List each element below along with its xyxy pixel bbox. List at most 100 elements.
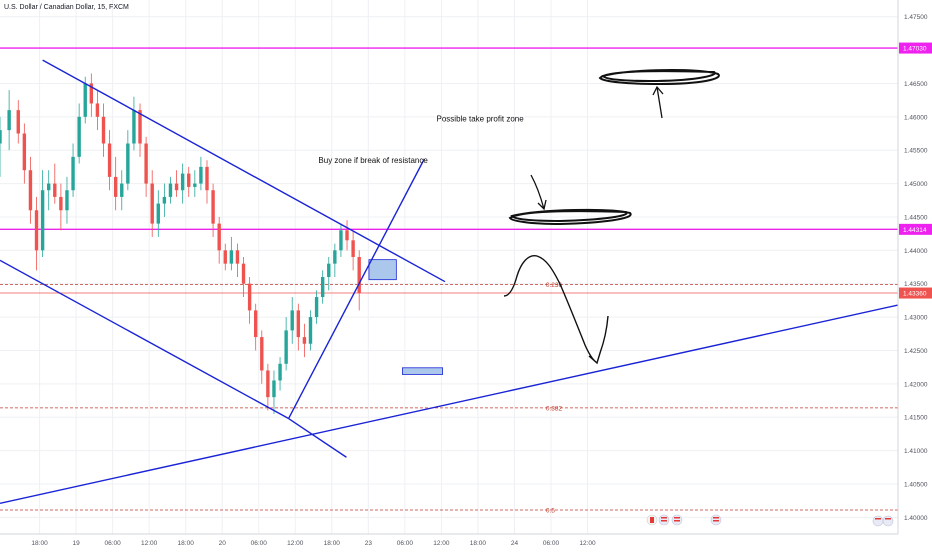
candle-down <box>16 110 20 134</box>
candle-down <box>107 143 112 177</box>
price-tick-label: 1.44000 <box>904 248 928 255</box>
price-tick-label: 1.46500 <box>904 81 928 88</box>
candle-up <box>199 166 203 184</box>
event-flag-canada-icon[interactable] <box>646 514 658 526</box>
candle-up <box>126 143 130 184</box>
trendline <box>288 417 347 458</box>
time-tick-label: 19 <box>72 540 80 547</box>
price-badge <box>899 287 932 299</box>
event-icons[interactable] <box>646 514 894 527</box>
candle-up <box>272 380 276 398</box>
projection-curve <box>503 255 609 365</box>
trendlines <box>0 59 899 504</box>
event-flag-us-icon[interactable] <box>872 515 884 527</box>
scribble-ellipse-mid <box>508 208 632 226</box>
time-tick-label: 12:00 <box>579 540 596 547</box>
scribble-ellipse-top <box>598 69 720 86</box>
price-badge-label: 1.43360 <box>903 291 927 298</box>
time-tick-label: 12:00 <box>141 540 158 547</box>
candle-down <box>113 176 118 197</box>
time-axis[interactable]: 18:00 19 06:00 12:00 18:00 20 06:00 12:00 18:00 2… <box>0 533 932 550</box>
price-tick-label: 1.41000 <box>904 448 928 455</box>
candle-down <box>34 210 39 251</box>
time-axis-bg <box>0 534 932 550</box>
price-tick-label: 1.43000 <box>904 315 928 322</box>
candle-up <box>162 196 167 204</box>
price-tick-label: 1.41500 <box>904 415 928 422</box>
price-tick-label: 1.42000 <box>904 381 928 388</box>
price-axis-bg <box>898 0 932 534</box>
event-flag-us-icon[interactable] <box>671 514 683 526</box>
trendline <box>0 304 899 504</box>
candle-down <box>95 103 100 117</box>
hand-drawings <box>503 69 720 365</box>
candle-up <box>0 130 2 144</box>
candle-up <box>156 203 160 224</box>
candle-up <box>284 330 288 364</box>
candle-down <box>28 170 33 211</box>
candle-down <box>211 190 215 224</box>
time-tick-label: 06:00 <box>397 540 414 547</box>
candle-up <box>229 250 234 264</box>
candle-down <box>59 196 63 211</box>
time-tick-label: 20 <box>219 540 227 547</box>
time-tick-label: 06:00 <box>104 540 121 547</box>
candle-down <box>302 337 307 344</box>
event-flag-us-icon[interactable] <box>882 515 894 527</box>
time-tick-label: 12:00 <box>433 540 450 547</box>
candle-up <box>83 83 87 117</box>
candle-down <box>235 250 240 264</box>
fib-levels: 0.236 0.382 0.5 <box>0 282 898 514</box>
price-tick-label: 1.46000 <box>904 114 928 121</box>
candle-up <box>120 183 124 197</box>
symbol-title: U.S. Dollar / Canadian Dollar, 15, FXCM <box>4 4 129 11</box>
arrow-down-to-buyzone <box>530 174 547 211</box>
annotation-text: Possible take profit zone <box>437 114 525 123</box>
candle-down <box>53 183 57 197</box>
price-badge <box>899 42 932 54</box>
price-tick-label: 1.43500 <box>904 281 928 288</box>
buy-zone <box>368 259 397 281</box>
horizontal-levels <box>0 47 898 294</box>
candle-down <box>260 337 264 371</box>
price-tick-label: 1.40000 <box>904 515 928 522</box>
candle-up <box>290 310 294 331</box>
price-tick-label: 1.47500 <box>904 14 928 21</box>
event-flag-us-icon[interactable] <box>658 514 670 526</box>
candle-up <box>40 190 45 251</box>
candle-down <box>351 240 355 257</box>
candle-up <box>333 250 337 264</box>
trendline <box>0 259 289 420</box>
price-badge-label: 1.44314 <box>903 227 927 234</box>
candle-down <box>296 310 301 338</box>
candle-down <box>89 83 94 104</box>
price-axis[interactable]: 1.47500 1.46500 1.46000 1.45500 1.45000 1.445… <box>897 0 932 534</box>
zones <box>368 259 444 375</box>
target-zone <box>402 367 444 375</box>
candle-up <box>339 230 343 251</box>
event-flag-us-icon[interactable] <box>710 514 722 526</box>
candle-down <box>138 110 142 144</box>
time-tick-label: 18:00 <box>178 540 195 547</box>
candle-up <box>193 183 197 187</box>
candle-down <box>205 166 209 191</box>
price-badge-label: 1.47030 <box>903 46 927 53</box>
candle-down <box>241 263 246 284</box>
time-tick-label: 18:00 <box>31 540 48 547</box>
time-tick-label: 06:00 <box>251 540 268 547</box>
candle-up <box>7 110 11 131</box>
candle-up <box>314 297 319 318</box>
candles <box>0 73 361 414</box>
time-tick-label: 23 <box>365 540 373 547</box>
candle-up <box>77 116 81 157</box>
candle-down <box>101 116 106 144</box>
time-tick-label: 24 <box>511 540 519 547</box>
candle-up <box>65 190 69 211</box>
trendline <box>287 158 425 419</box>
fib-label: 0.382 <box>546 405 563 412</box>
candle-down <box>150 183 154 224</box>
annotation-text: Buy zone if break of resistance <box>318 156 428 165</box>
